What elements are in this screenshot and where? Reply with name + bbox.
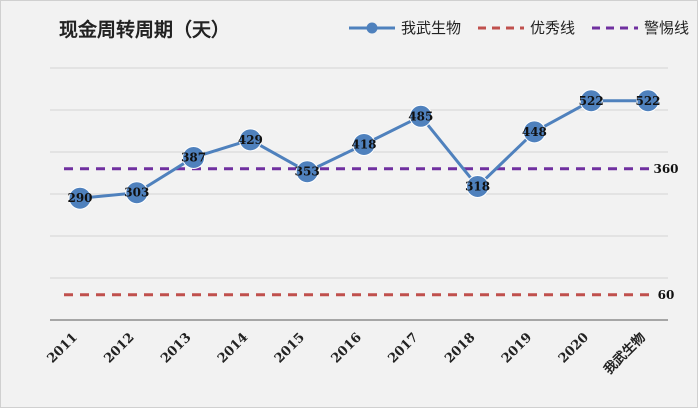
data-label: 318: [465, 179, 490, 193]
legend-marker-red-dash: [477, 26, 524, 29]
legend-item-excellent: 优秀线: [477, 17, 575, 38]
x-tick-label: 2012: [101, 330, 137, 366]
data-point: [125, 181, 149, 205]
excellent-reference-label: 60: [658, 288, 675, 302]
data-label: 522: [579, 94, 604, 108]
legend: 我武生物 优秀线 警惕线: [349, 17, 689, 38]
data-point: [409, 104, 433, 128]
x-tick-label: 我武生物: [601, 330, 649, 378]
data-point: [352, 132, 376, 156]
legend-label-warning: 警惕线: [643, 19, 689, 37]
data-label: 387: [181, 150, 206, 164]
warning-reference-label: 360: [653, 162, 678, 176]
legend-marker-purple-dash: [591, 26, 638, 29]
data-point: [238, 128, 262, 152]
x-tick-label: 2014: [215, 330, 251, 366]
data-label: 522: [635, 94, 660, 108]
x-tick-label: 2020: [556, 330, 592, 366]
data-label: 303: [124, 186, 149, 200]
x-tick-label: 2011: [45, 330, 81, 366]
data-label: 448: [522, 125, 547, 139]
legend-label-excellent: 优秀线: [529, 19, 575, 37]
data-label: 429: [238, 133, 263, 147]
data-label: 290: [67, 191, 92, 205]
data-point: [295, 160, 319, 184]
x-tick-label: 2017: [385, 330, 421, 366]
data-point: [579, 89, 603, 113]
legend-marker-solid: [349, 22, 395, 33]
data-label: 418: [351, 137, 376, 151]
data-point: [466, 174, 490, 198]
x-tick-label: 2016: [329, 330, 365, 366]
x-tick-label: 2015: [272, 330, 308, 366]
chart-title: 现金周转周期（天）: [59, 19, 231, 41]
x-tick-label: 2019: [499, 330, 535, 366]
data-point: [182, 145, 206, 169]
x-tick-label: 2018: [442, 330, 478, 366]
legend-item-series: 我武生物: [349, 17, 461, 38]
data-point: [68, 186, 92, 210]
legend-label-series: 我武生物: [401, 19, 462, 37]
data-label: 353: [295, 165, 320, 179]
data-point: [636, 89, 660, 113]
data-point: [522, 120, 546, 144]
x-tick-label: 2013: [158, 330, 194, 366]
data-label: 485: [408, 109, 433, 123]
legend-item-warning: 警惕线: [591, 17, 689, 38]
